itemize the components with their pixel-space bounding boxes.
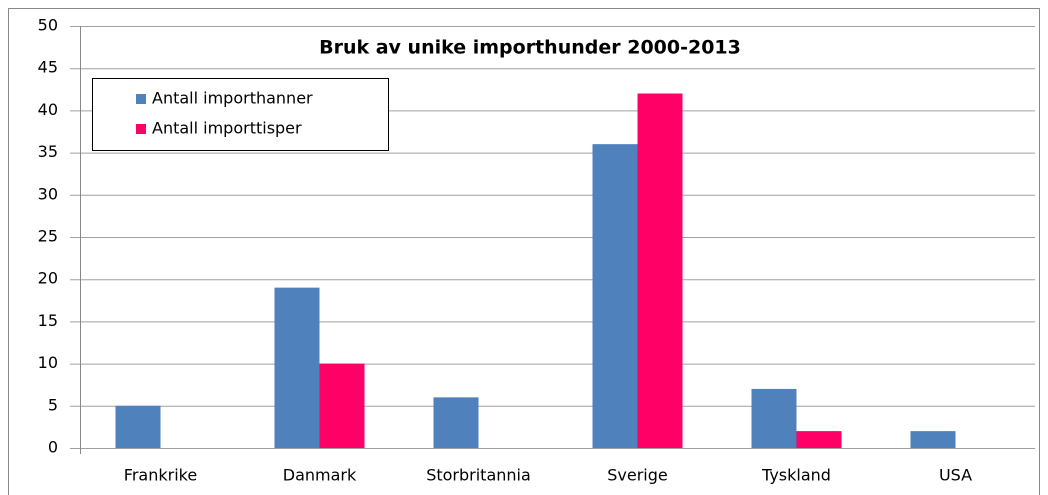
- x-tick-label: USA: [939, 466, 972, 485]
- y-tick-label: 45: [38, 58, 58, 77]
- legend-label: Antall importtisper: [152, 119, 302, 138]
- y-tick-label: 35: [38, 142, 58, 161]
- y-tick-label: 25: [38, 227, 58, 246]
- bar: [319, 363, 365, 448]
- bar: [115, 405, 161, 448]
- y-tick-label: 10: [38, 353, 58, 372]
- x-tick-label: Storbritannia: [426, 466, 531, 485]
- bar: [433, 397, 479, 448]
- chart-title: Bruk av unike importhunder 2000-2013: [319, 37, 741, 59]
- y-tick-label: 5: [48, 395, 58, 414]
- x-tick-label: Frankrike: [124, 466, 197, 485]
- bar: [592, 144, 638, 448]
- legend-box: [92, 78, 389, 151]
- y-tick-label: 15: [38, 311, 58, 330]
- y-tick-label: 20: [38, 269, 58, 288]
- x-tick-label: Tyskland: [761, 466, 831, 485]
- bar: [274, 287, 320, 448]
- y-tick-label: 50: [38, 16, 58, 35]
- bar: [796, 431, 842, 448]
- legend-swatch: [136, 94, 146, 104]
- y-tick-label: 30: [38, 184, 58, 203]
- y-tick-label: 0: [48, 438, 58, 457]
- legend-label: Antall importhanner: [152, 89, 313, 108]
- bar: [637, 93, 683, 449]
- x-tick-label: Danmark: [283, 466, 357, 485]
- y-tick-label: 40: [38, 100, 58, 119]
- legend-swatch: [136, 124, 146, 134]
- bar: [910, 431, 956, 448]
- bar: [751, 388, 797, 448]
- x-tick-label: Sverige: [607, 466, 668, 485]
